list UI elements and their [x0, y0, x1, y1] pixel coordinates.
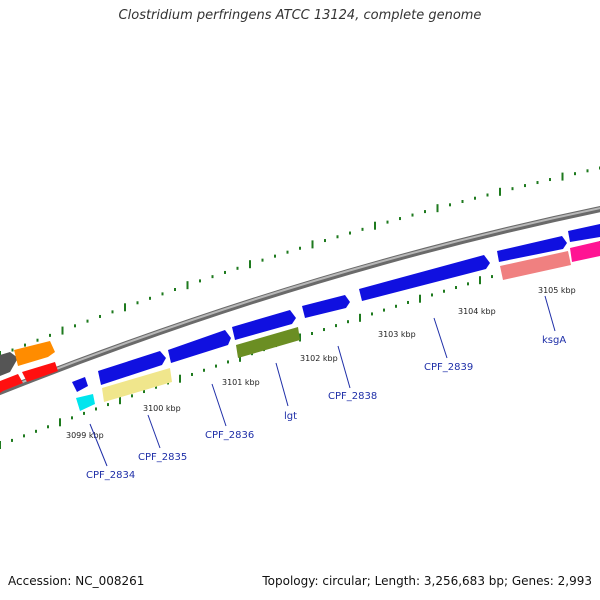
tick-label: 3105 kbp — [538, 286, 576, 295]
gene-label[interactable]: ksgA — [542, 335, 566, 346]
genome-summary-text: Topology: circular; Length: 3,256,683 bp… — [262, 574, 592, 588]
gene-label[interactable]: CPF_2838 — [328, 391, 377, 402]
gene-arrow[interactable] — [236, 327, 300, 358]
gene-arrow[interactable] — [14, 341, 55, 366]
gene-leader-line — [211, 383, 227, 427]
gene-arrow[interactable] — [302, 295, 350, 318]
genome-backbone — [0, 206, 600, 396]
map-title: Clostridium perfringens ATCC 13124, comp… — [118, 8, 482, 23]
gene-arrow[interactable] — [0, 352, 18, 376]
gene-arrow[interactable] — [568, 224, 600, 242]
reverse-strand-features — [0, 241, 600, 411]
gene-leader-line — [89, 423, 108, 467]
gene-arrow[interactable] — [98, 351, 166, 385]
gene-arrow[interactable] — [168, 330, 231, 363]
gene-label[interactable]: CPF_2835 — [138, 452, 187, 463]
outer-tick-track — [0, 166, 600, 359]
gene-arrow[interactable] — [0, 374, 23, 393]
gene-leader-line — [433, 317, 448, 359]
gene-arrow[interactable] — [500, 251, 571, 280]
gene-leader-line — [544, 295, 556, 332]
forward-strand-features — [0, 224, 600, 385]
gene-arrow[interactable] — [102, 368, 172, 402]
gene-arrow[interactable] — [22, 362, 58, 382]
tick-label: 3103 kbp — [378, 330, 416, 339]
gene-arrow[interactable] — [570, 241, 600, 262]
tick-label: 3104 kbp — [458, 307, 496, 316]
genome-backbone-highlight — [0, 207, 600, 393]
tick-label: 3101 kbp — [222, 378, 260, 387]
gene-arrow[interactable] — [497, 236, 567, 262]
coordinate-ticks: 3099 kbp 3100 kbp 3101 kbp 3102 kbp 3103 kbp… — [66, 286, 576, 440]
tick-label: 3102 kbp — [300, 354, 338, 363]
gene-arrow[interactable] — [76, 394, 95, 411]
gene-arrow[interactable] — [359, 255, 490, 301]
gene-label[interactable]: CPF_2834 — [86, 470, 135, 481]
gene-arrow[interactable] — [72, 377, 88, 392]
tick-label: 3099 kbp — [66, 431, 104, 440]
gene-label[interactable]: CPF_2839 — [424, 362, 473, 373]
gene-leader-line — [275, 362, 289, 407]
gene-leader-line — [337, 345, 351, 389]
accession-text: Accession: NC_008261 — [8, 574, 145, 588]
gene-leader-line — [147, 414, 161, 449]
gene-label[interactable]: lgt — [284, 411, 297, 422]
tick-label: 3100 kbp — [143, 404, 181, 413]
gene-arrow[interactable] — [232, 310, 296, 340]
gene-label[interactable]: CPF_2836 — [205, 430, 254, 441]
